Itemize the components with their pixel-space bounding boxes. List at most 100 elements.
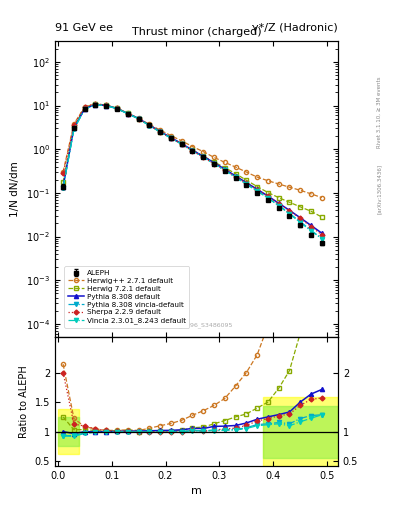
Pythia 8.308 vincia-default [244, 181, 249, 187]
Herwig 7.2.1 default [147, 122, 152, 129]
Vincia 2.3.01_8.243 default [233, 175, 238, 181]
Sherpa 2.2.9 default [169, 135, 173, 141]
Herwig++ 2.7.1 default [136, 115, 141, 121]
Herwig 7.2.1 default [233, 170, 238, 177]
Pythia 8.308 default [169, 135, 173, 141]
Pythia 8.308 vincia-default [212, 161, 217, 167]
Vincia 2.3.01_8.243 default [115, 105, 119, 112]
Legend: ALEPH, Herwig++ 2.7.1 default, Herwig 7.2.1 default, Pythia 8.308 default, Pythi: ALEPH, Herwig++ 2.7.1 default, Herwig 7.… [64, 266, 189, 328]
Text: 91 GeV ee: 91 GeV ee [55, 23, 113, 33]
Pythia 8.308 default [276, 200, 281, 206]
Vincia 2.3.01_8.243 default [82, 106, 87, 112]
Title: Thrust minor (charged): Thrust minor (charged) [132, 28, 261, 37]
Herwig 7.2.1 default [298, 204, 303, 210]
Herwig 7.2.1 default [158, 129, 162, 135]
Bar [263, 397, 338, 466]
Line: Herwig 7.2.1 default: Herwig 7.2.1 default [61, 102, 324, 219]
Pythia 8.308 vincia-default [82, 106, 87, 112]
Herwig 7.2.1 default [72, 124, 76, 130]
Sherpa 2.2.9 default [298, 216, 303, 222]
Pythia 8.308 vincia-default [190, 148, 195, 154]
Pythia 8.308 default [93, 101, 98, 108]
Pythia 8.308 default [82, 105, 87, 112]
Herwig 7.2.1 default [136, 116, 141, 122]
X-axis label: m: m [191, 486, 202, 496]
Sherpa 2.2.9 default [147, 122, 152, 129]
Sherpa 2.2.9 default [82, 104, 87, 110]
Herwig 7.2.1 default [190, 147, 195, 153]
Pythia 8.308 default [158, 129, 162, 135]
Herwig++ 2.7.1 default [61, 169, 66, 175]
Sherpa 2.2.9 default [61, 170, 66, 177]
Pythia 8.308 vincia-default [104, 102, 108, 109]
Pythia 8.308 default [255, 186, 259, 193]
Pythia 8.308 vincia-default [61, 185, 66, 191]
Pythia 8.308 vincia-default [287, 210, 292, 217]
Pythia 8.308 default [287, 207, 292, 214]
Pythia 8.308 vincia-default [201, 154, 206, 160]
Vincia 2.3.01_8.243 default [320, 236, 324, 242]
Pythia 8.308 vincia-default [169, 135, 173, 141]
Vincia 2.3.01_8.243 default [190, 148, 195, 154]
Herwig++ 2.7.1 default [82, 104, 87, 110]
Bar [58, 409, 79, 454]
Herwig 7.2.1 default [125, 110, 130, 116]
Vincia 2.3.01_8.243 default [212, 161, 217, 167]
Herwig 7.2.1 default [244, 177, 249, 183]
Vincia 2.3.01_8.243 default [298, 220, 303, 226]
Vincia 2.3.01_8.243 default [125, 111, 130, 117]
Pythia 8.308 default [222, 166, 227, 172]
Pythia 8.308 default [61, 183, 66, 189]
Pythia 8.308 vincia-default [158, 129, 162, 135]
Herwig 7.2.1 default [320, 214, 324, 220]
Herwig 7.2.1 default [169, 135, 173, 141]
Herwig 7.2.1 default [179, 141, 184, 147]
Vincia 2.3.01_8.243 default [61, 185, 66, 191]
Herwig 7.2.1 default [61, 179, 66, 185]
Herwig++ 2.7.1 default [287, 184, 292, 190]
Herwig++ 2.7.1 default [158, 127, 162, 133]
Sherpa 2.2.9 default [115, 105, 119, 112]
Pythia 8.308 vincia-default [147, 122, 152, 129]
Line: Pythia 8.308 vincia-default: Pythia 8.308 vincia-default [61, 103, 324, 241]
Sherpa 2.2.9 default [158, 129, 162, 135]
Vincia 2.3.01_8.243 default [222, 167, 227, 174]
Herwig++ 2.7.1 default [309, 191, 313, 197]
Herwig++ 2.7.1 default [201, 148, 206, 155]
Bar [58, 417, 79, 446]
Sherpa 2.2.9 default [287, 208, 292, 214]
Herwig++ 2.7.1 default [320, 195, 324, 201]
Pythia 8.308 default [201, 153, 206, 159]
Sherpa 2.2.9 default [104, 102, 108, 108]
Herwig 7.2.1 default [222, 164, 227, 170]
Vincia 2.3.01_8.243 default [147, 122, 152, 129]
Herwig++ 2.7.1 default [115, 105, 119, 111]
Pythia 8.308 vincia-default [179, 141, 184, 147]
Text: γ*/Z (Hadronic): γ*/Z (Hadronic) [252, 23, 338, 33]
Herwig++ 2.7.1 default [244, 169, 249, 175]
Pythia 8.308 vincia-default [255, 188, 259, 194]
Herwig 7.2.1 default [309, 208, 313, 215]
Line: Pythia 8.308 default: Pythia 8.308 default [61, 102, 324, 235]
Pythia 8.308 default [104, 102, 108, 109]
Herwig++ 2.7.1 default [104, 102, 108, 108]
Vincia 2.3.01_8.243 default [136, 116, 141, 122]
Sherpa 2.2.9 default [212, 161, 217, 167]
Pythia 8.308 vincia-default [309, 227, 313, 233]
Vincia 2.3.01_8.243 default [287, 211, 292, 217]
Vincia 2.3.01_8.243 default [266, 195, 270, 201]
Sherpa 2.2.9 default [255, 187, 259, 193]
Vincia 2.3.01_8.243 default [309, 228, 313, 234]
Herwig++ 2.7.1 default [93, 101, 98, 107]
Text: [arXiv:1306.3436]: [arXiv:1306.3436] [377, 164, 382, 215]
Pythia 8.308 vincia-default [298, 219, 303, 225]
Herwig++ 2.7.1 default [125, 110, 130, 116]
Pythia 8.308 vincia-default [125, 111, 130, 117]
Herwig++ 2.7.1 default [266, 178, 270, 184]
Vincia 2.3.01_8.243 default [244, 181, 249, 187]
Pythia 8.308 default [115, 105, 119, 112]
Herwig 7.2.1 default [255, 183, 259, 189]
Pythia 8.308 default [72, 125, 76, 132]
Sherpa 2.2.9 default [93, 101, 98, 107]
Sherpa 2.2.9 default [190, 148, 195, 154]
